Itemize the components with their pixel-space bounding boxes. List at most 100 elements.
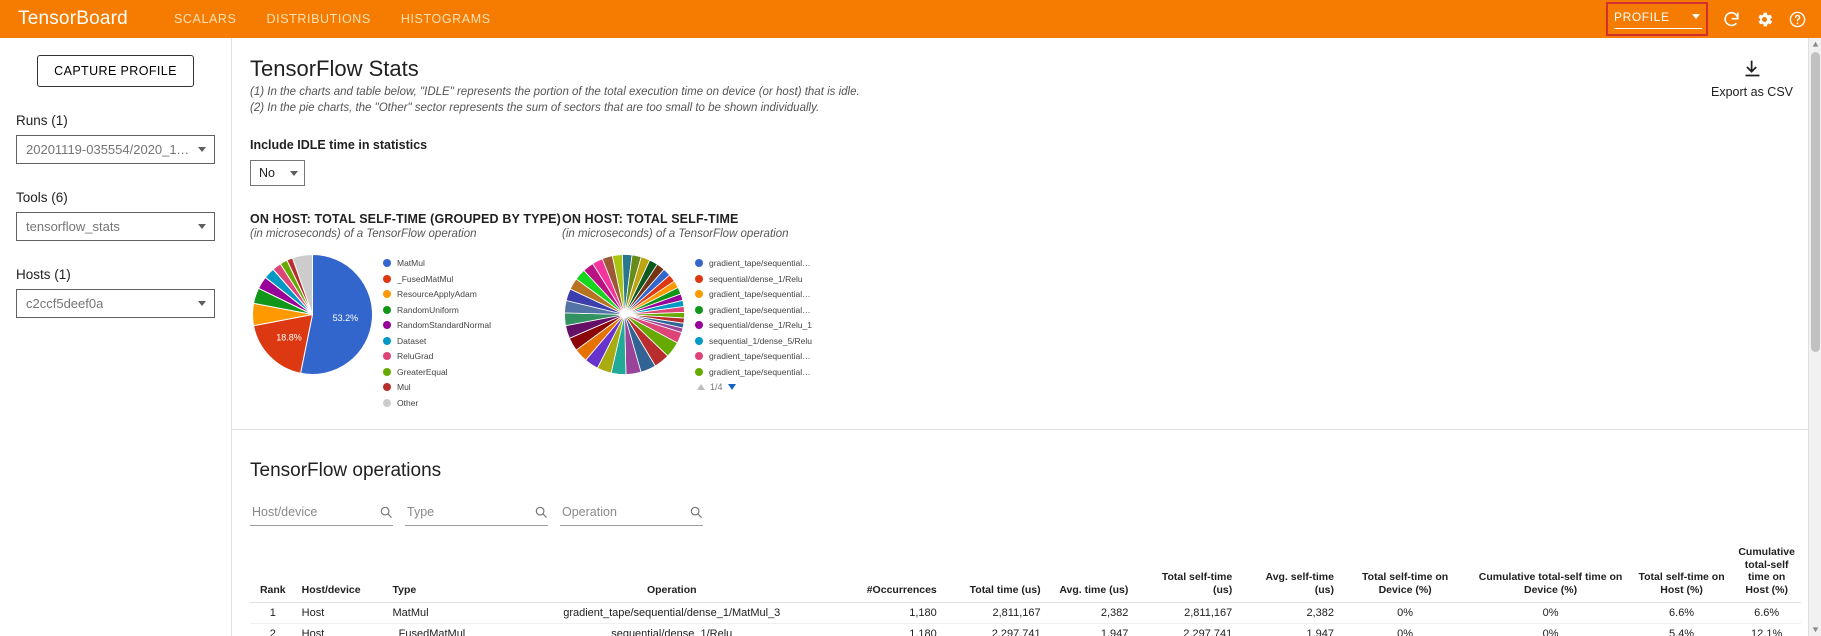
table-cell: 1,180 — [836, 602, 943, 625]
type-filter-input[interactable] — [405, 504, 515, 521]
scroll-up-arrow-icon[interactable] — [1812, 41, 1819, 48]
pie-slice[interactable] — [291, 254, 313, 315]
table-column-header[interactable]: Total self-time on Host (%) — [1630, 544, 1733, 604]
table-column-header[interactable]: Avg. self-time (us) — [1238, 544, 1340, 604]
legend-color-swatch — [695, 367, 703, 376]
legend-item[interactable]: gradient_tape/sequential… — [695, 351, 812, 361]
legend-label: sequential/dense_1/Relu — [709, 273, 803, 284]
legend-item[interactable]: gradient_tape/sequential… — [695, 367, 812, 377]
tab-scalars[interactable]: SCALARS — [173, 12, 237, 26]
scroll-down-arrow-icon[interactable] — [1812, 626, 1819, 633]
search-icon — [690, 506, 702, 518]
legend-item[interactable]: RandomUniform — [383, 305, 491, 315]
legend-page-indicator: 1/4 — [710, 382, 723, 393]
legend-item[interactable]: ReluGrad — [383, 351, 491, 361]
table-column-header[interactable]: Total self-time (us) — [1134, 544, 1239, 604]
hosts-select[interactable]: c2ccf5deef0a — [16, 289, 215, 318]
legend-page-down-icon[interactable] — [727, 384, 736, 391]
refresh-icon[interactable] — [1722, 10, 1741, 29]
legend-item[interactable]: Mul — [383, 382, 491, 392]
chevron-down-icon — [198, 301, 206, 306]
legend-color-swatch — [383, 305, 391, 314]
legend-label: gradient_tape/sequential… — [709, 351, 811, 362]
main-content: TensorFlow Stats (1) In the charts and t… — [232, 38, 1821, 636]
legend-item[interactable]: gradient_tape/sequential… — [695, 305, 812, 315]
table-column-header[interactable]: Operation — [506, 544, 837, 604]
legend-color-swatch — [383, 259, 391, 268]
capture-profile-button[interactable]: CAPTURE PROFILE — [37, 55, 194, 87]
table-cell: 6.6% — [1732, 602, 1801, 625]
table-cell: 0% — [1470, 602, 1631, 625]
filter-type[interactable] — [405, 504, 548, 527]
legend-item[interactable]: sequential/dense_1/Relu_1 — [695, 320, 812, 330]
legend-item[interactable]: ResourceApplyAdam — [383, 289, 491, 299]
legend-item[interactable]: gradient_tape/sequential… — [695, 289, 812, 299]
table-cell: sequential/dense_1/Relu — [506, 623, 837, 636]
filter-operation[interactable] — [560, 504, 703, 527]
legend-item[interactable]: Other — [383, 398, 491, 408]
table-column-header[interactable]: Avg. time (us) — [1046, 544, 1135, 604]
scrollbar-thumb[interactable] — [1811, 52, 1820, 352]
table-column-header[interactable]: Total time (us) — [942, 544, 1047, 604]
host-device-filter-input[interactable] — [250, 504, 360, 521]
table-column-header[interactable]: #Occurrences — [836, 544, 943, 604]
legend-label: Mul — [397, 382, 411, 393]
vertical-scrollbar[interactable] — [1808, 38, 1821, 636]
chart2-pie[interactable]: 16.8% — [562, 252, 687, 380]
search-icon — [380, 506, 392, 518]
tab-distributions[interactable]: DISTRIBUTIONS — [266, 12, 371, 26]
legend-item[interactable]: GreaterEqual — [383, 367, 491, 377]
legend-label: RandomStandardNormal — [397, 320, 492, 331]
table-cell: 1,180 — [836, 623, 943, 636]
legend-item[interactable]: _FusedMatMul — [383, 274, 491, 284]
pie-slice[interactable] — [624, 314, 684, 334]
table-cell: 6.6% — [1630, 602, 1733, 625]
pie-slice[interactable] — [252, 313, 314, 374]
table-column-header[interactable]: Cumulative total-self time on Device (%) — [1470, 544, 1631, 604]
legend-page-up-icon[interactable] — [697, 384, 705, 391]
help-icon[interactable] — [1788, 10, 1807, 29]
legend-label: Other — [397, 397, 419, 408]
table-cell: 0% — [1339, 623, 1471, 636]
legend-item[interactable]: RandomStandardNormal — [383, 320, 491, 330]
chart1-legend: MatMul _FusedMatMul ResourceApplyAdam Rando… — [383, 258, 491, 413]
legend-item[interactable]: sequential/dense_1/Relu — [695, 274, 812, 284]
runs-select[interactable]: 20201119-035554/2020_11_19_03… — [16, 135, 215, 164]
chart2-legend-pager[interactable]: 1/4 — [697, 382, 812, 392]
legend-color-swatch — [383, 398, 391, 407]
plugin-select-value: PROFILE — [1614, 9, 1670, 24]
legend-item[interactable]: MatMul — [383, 258, 491, 268]
table-column-header[interactable]: Rank — [250, 544, 296, 604]
table-cell: 0% — [1339, 602, 1471, 625]
table-row[interactable]: 1 Host MatMul gradient_tape/sequential/dens… — [250, 602, 1801, 625]
table-cell: Host — [295, 623, 387, 636]
filter-host-device[interactable] — [250, 504, 393, 527]
legend-item[interactable]: gradient_tape/sequential… — [695, 258, 812, 268]
profile-dropdown-highlight: PROFILE — [1606, 2, 1708, 36]
operation-filter-input[interactable] — [560, 504, 670, 521]
table-column-header[interactable]: Cumulative total-self time on Host (%) — [1732, 544, 1801, 604]
legend-color-swatch — [383, 321, 391, 330]
include-idle-select[interactable]: No — [250, 160, 305, 187]
page-body: CAPTURE PROFILE Runs (1) 20201119-035554… — [0, 38, 1821, 636]
table-column-header[interactable]: Host/device — [295, 544, 387, 604]
pie-slice[interactable] — [299, 254, 374, 376]
table-column-header[interactable]: Type — [386, 544, 507, 604]
legend-item[interactable]: Dataset — [383, 336, 491, 346]
operations-table: Rank Host/device Type Operation #Occurrences… — [250, 544, 1801, 636]
table-cell: _FusedMatMul — [386, 623, 507, 636]
chevron-down-icon — [1692, 14, 1700, 19]
tab-histograms[interactable]: HISTOGRAMS — [400, 12, 491, 26]
legend-item[interactable]: sequential_1/dense_5/Relu — [695, 336, 812, 346]
chart1-title: ON HOST: TOTAL SELF-TIME (GROUPED BY TYP… — [250, 212, 561, 227]
tensorflow-stats-card: TensorFlow Stats (1) In the charts and t… — [232, 38, 1821, 431]
table-column-header[interactable]: Total self-time on Device (%) — [1339, 544, 1471, 604]
table-row[interactable]: 2 Host _FusedMatMul sequential/dense_1/Relu… — [250, 623, 1801, 636]
gear-icon[interactable] — [1755, 10, 1774, 29]
chart-total-self-time: ON HOST: TOTAL SELF-TIME (in microsecond… — [562, 212, 874, 413]
legend-color-swatch — [383, 274, 391, 283]
plugin-select-profile[interactable]: PROFILE — [1614, 10, 1702, 29]
export-as-csv-button[interactable]: Export as CSV — [1711, 58, 1793, 99]
chart1-pie[interactable]: 53.2% 18.8% — [250, 252, 375, 380]
tools-select[interactable]: tensorflow_stats — [16, 212, 215, 241]
